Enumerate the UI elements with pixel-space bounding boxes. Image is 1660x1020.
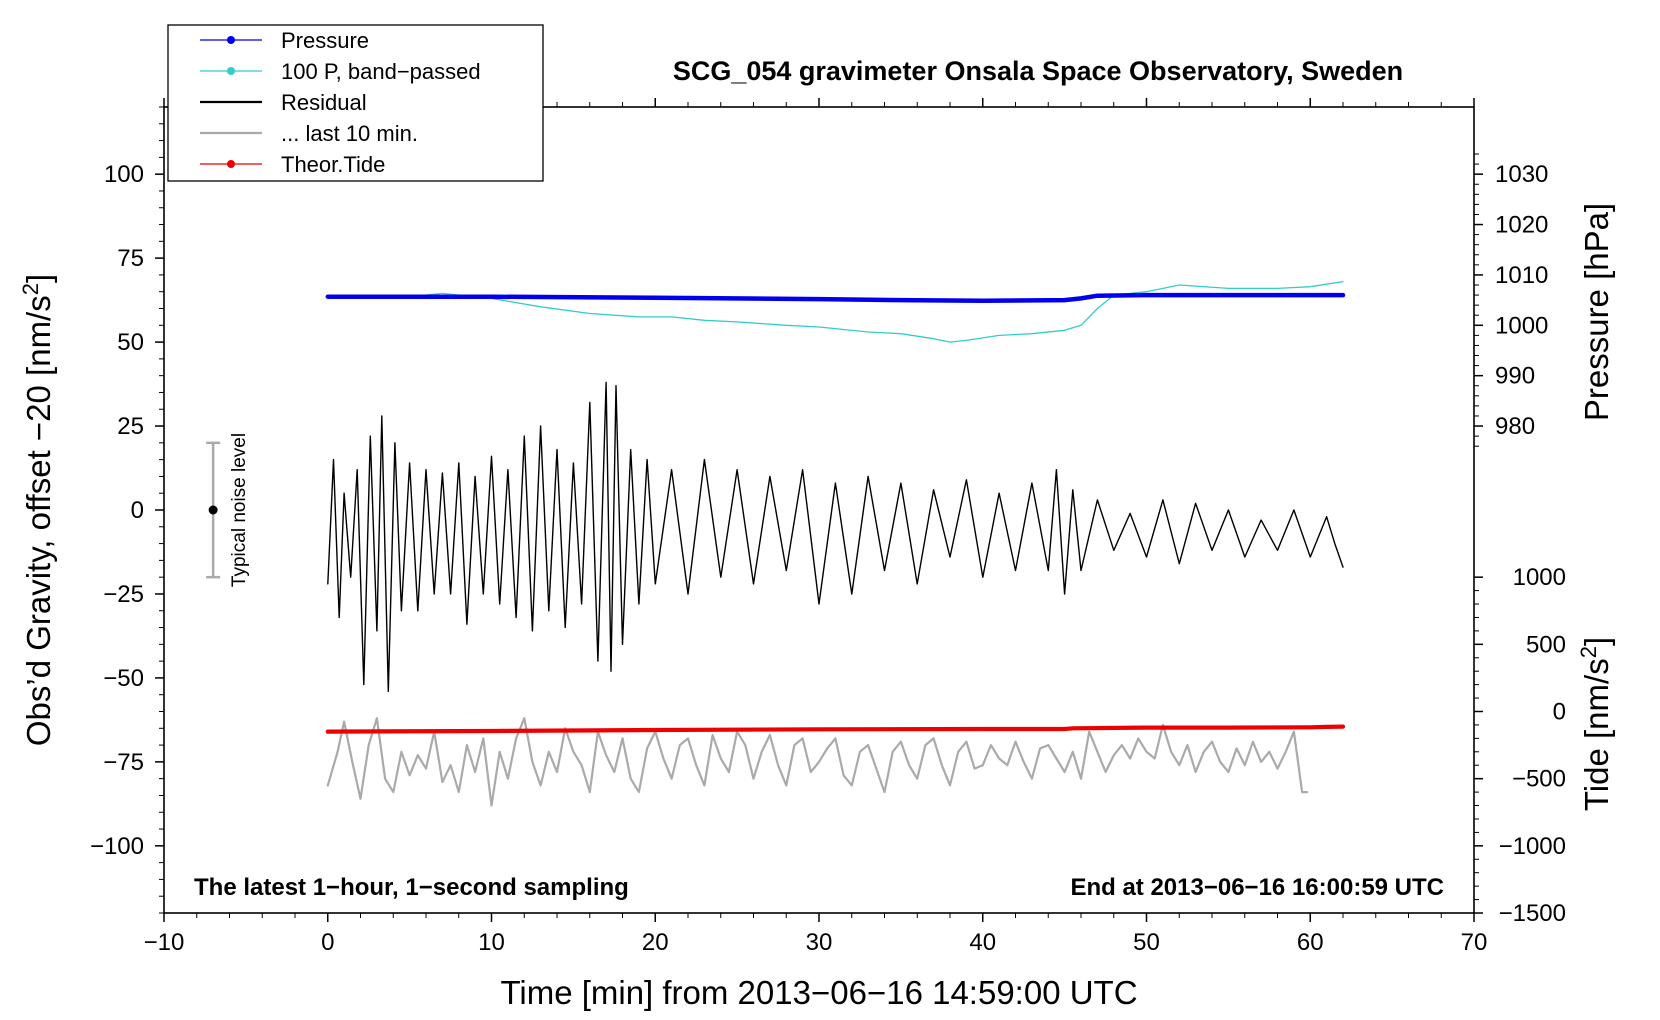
y-axis-tide-label: Tide [nm/s2] xyxy=(1576,637,1615,811)
noise-level-dot xyxy=(208,505,218,515)
y-left-tick-label: 50 xyxy=(117,329,144,356)
tide-tick-label: −1000 xyxy=(1499,833,1566,860)
y-left-tick-label: −100 xyxy=(90,833,144,860)
legend-label-100-p-band-passed: 100 P, band−passed xyxy=(281,59,481,84)
y-axis-left: 100 75 50 25 0 −25 −50 −75 −100 xyxy=(90,106,164,914)
pressure-tick-label: 1010 xyxy=(1495,262,1548,289)
y-axis-tide: 1000 500 0 −500 −1000 −1500 xyxy=(1474,564,1566,927)
tide-tick-label: 1000 xyxy=(1513,564,1566,591)
series-line-pressure xyxy=(325,292,1346,304)
series-line-100-p-band-passed xyxy=(327,280,1344,343)
pressure-tick-label: 980 xyxy=(1495,413,1535,440)
legend-label-residual: Residual xyxy=(281,90,367,115)
y-left-tick-label: 25 xyxy=(117,413,144,440)
pressure-tick-label: 990 xyxy=(1495,363,1535,390)
series-group xyxy=(325,280,1346,807)
pressure-tick-label: 1000 xyxy=(1495,312,1548,339)
x-tick-label: 40 xyxy=(969,929,996,956)
series-line-theor-tide xyxy=(325,724,1346,734)
legend-label-theor-tide: Theor.Tide xyxy=(281,152,385,177)
x-axis-label: Time [min] from 2013−06−16 14:59:00 UTC xyxy=(500,974,1137,1011)
legend-label-pressure: Pressure xyxy=(281,28,369,53)
legend-marker-theor-tide xyxy=(227,160,235,168)
pressure-tick-label: 1020 xyxy=(1495,212,1548,239)
y-left-tick-label: −50 xyxy=(103,665,144,692)
x-tick-label: 70 xyxy=(1461,929,1488,956)
chart-title: SCG_054 gravimeter Onsala Space Observat… xyxy=(673,56,1403,86)
y-axis-pressure-label: Pressure [hPa] xyxy=(1578,203,1615,421)
legend-marker-100-p-band-passed xyxy=(227,67,235,75)
y-left-tick-label: 100 xyxy=(104,161,144,188)
legend-marker-pressure xyxy=(227,36,235,44)
y-left-tick-label: 75 xyxy=(117,245,144,272)
y-left-tick-label: −25 xyxy=(103,581,144,608)
tide-tick-label: 500 xyxy=(1526,631,1566,658)
y-axis-pressure: 1030 1020 1010 1000 990 980 xyxy=(1474,153,1548,447)
tide-tick-label: 0 xyxy=(1553,699,1566,726)
tide-tick-label: −500 xyxy=(1512,766,1566,793)
x-tick-label: 20 xyxy=(642,929,669,956)
x-tick-label: 60 xyxy=(1297,929,1324,956)
series-line-last-10-min xyxy=(326,717,1309,807)
annotation-sampling: The latest 1−hour, 1−second sampling xyxy=(194,874,629,901)
x-tick-label: 30 xyxy=(806,929,833,956)
x-tick-label: 0 xyxy=(321,929,334,956)
y-left-tick-label: −75 xyxy=(103,749,144,776)
series-line-residual xyxy=(327,381,1344,693)
noise-level-label: Typical noise level xyxy=(229,433,250,587)
y-left-tick-label: 0 xyxy=(131,497,144,524)
x-tick-label: 50 xyxy=(1133,929,1160,956)
x-tick-label: 10 xyxy=(478,929,505,956)
annotation-end-time: End at 2013−06−16 16:00:59 UTC xyxy=(1070,874,1444,901)
legend-label-last-10-min: ... last 10 min. xyxy=(281,121,418,146)
pressure-tick-label: 1030 xyxy=(1495,161,1548,188)
noise-level-marker: Typical noise level xyxy=(206,433,250,587)
x-tick-label: −10 xyxy=(144,929,185,956)
tide-tick-label: −1500 xyxy=(1499,900,1566,927)
y-axis-left-label: Obs’d Gravity, offset −20 [nm/s2] xyxy=(18,274,57,746)
x-axis: −10 0 10 20 30 40 50 60 70 xyxy=(144,98,1488,956)
legend: Pressure 100 P, band−passed Residual ... la… xyxy=(167,24,544,182)
